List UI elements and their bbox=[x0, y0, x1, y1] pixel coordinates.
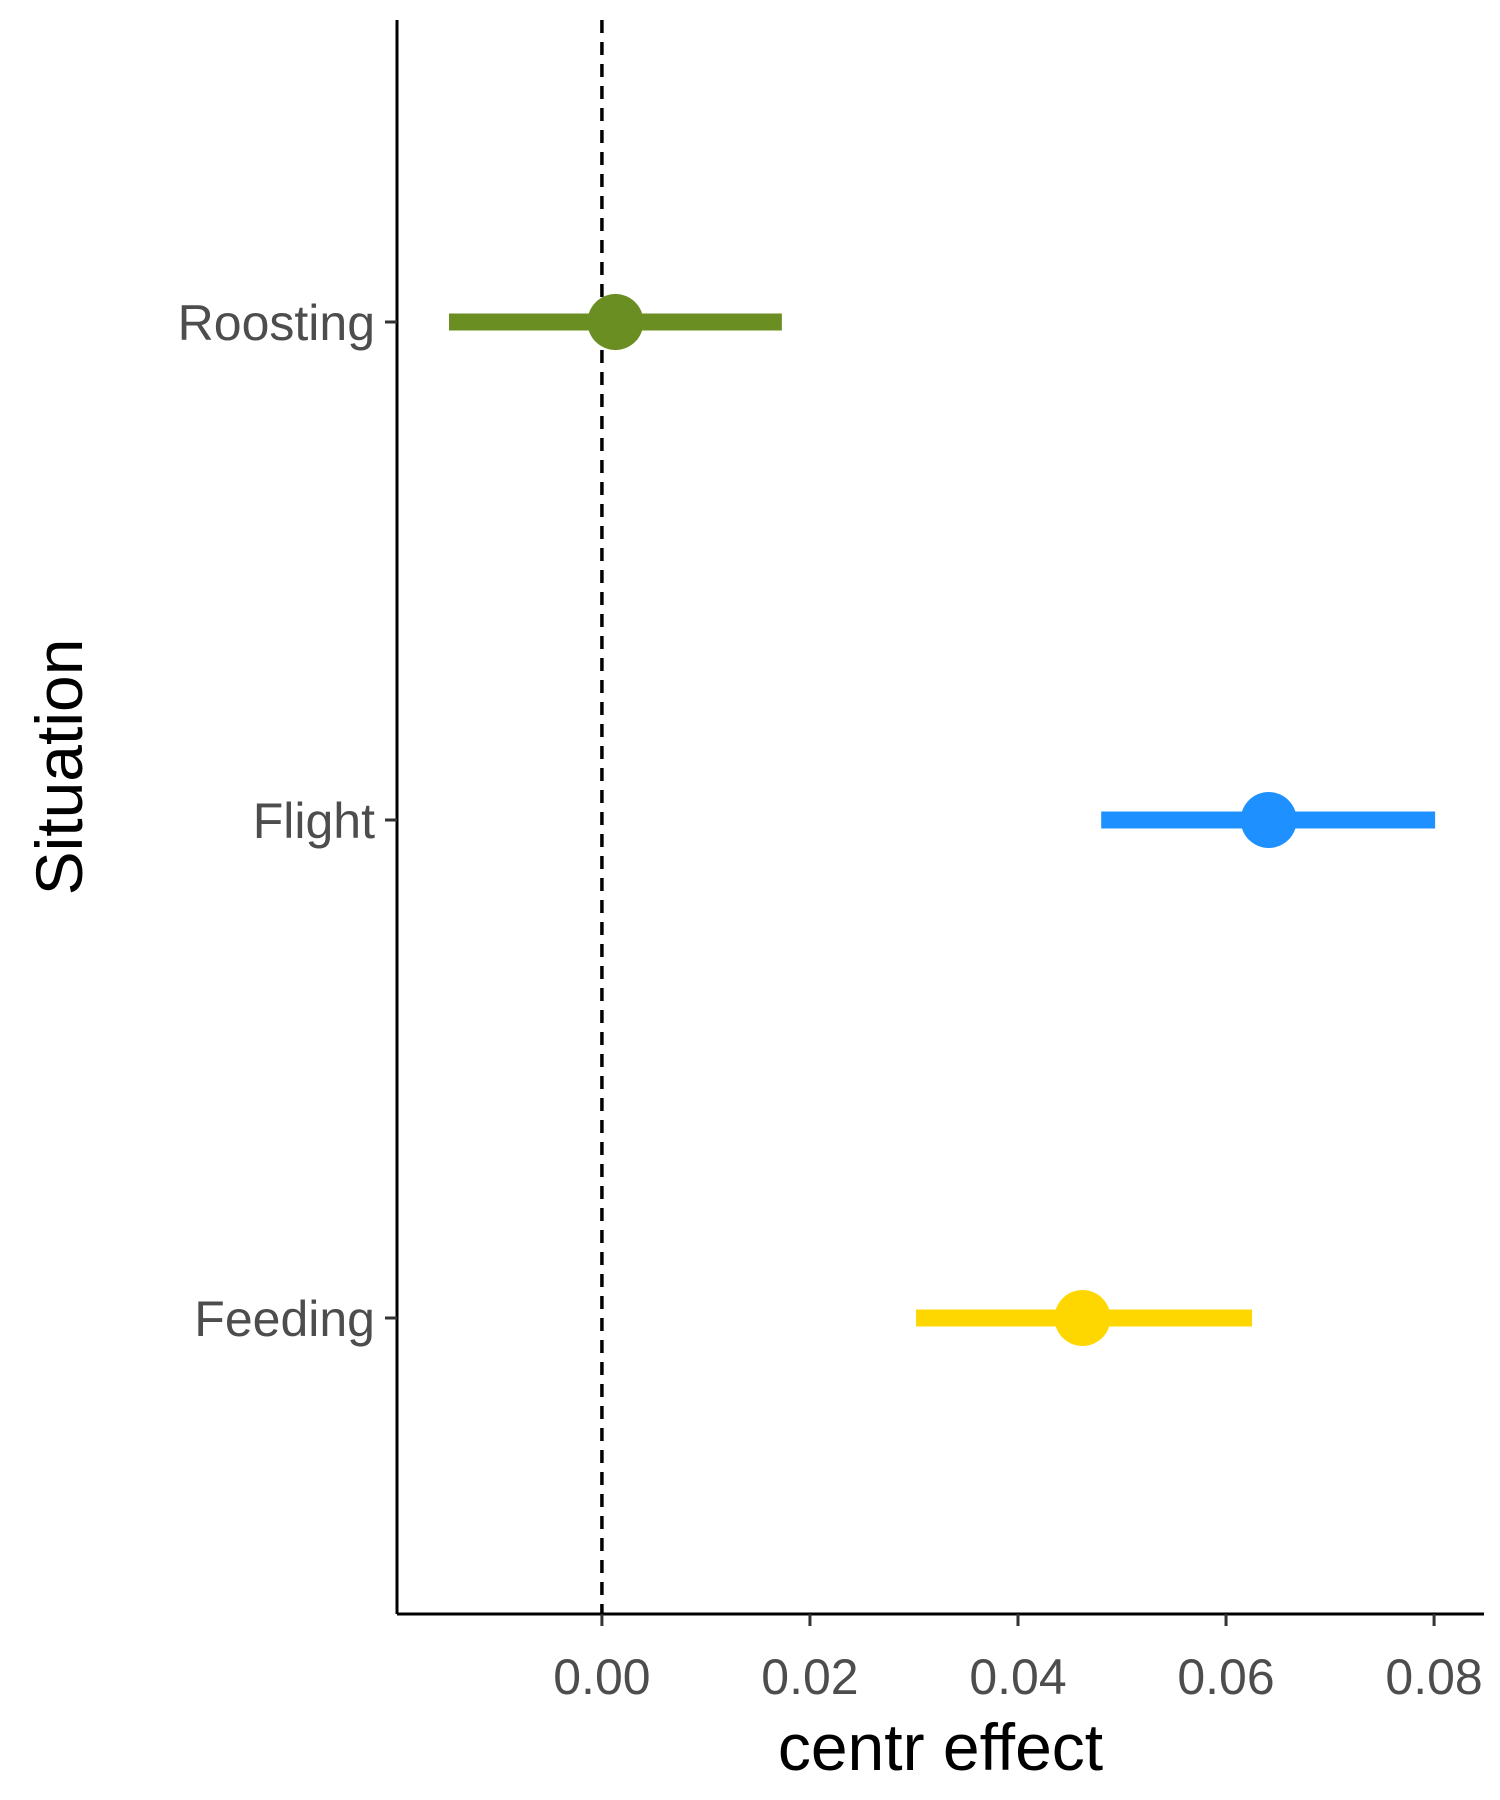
y-axis-ticks: Roosting Flight Feeding bbox=[178, 295, 397, 1347]
x-tick-label: 0.00 bbox=[553, 1649, 650, 1705]
x-tick-label: 0.08 bbox=[1385, 1649, 1482, 1705]
x-axis-title: centr effect bbox=[778, 1710, 1103, 1784]
x-tick-label: 0.06 bbox=[1177, 1649, 1274, 1705]
y-tick-label-flight: Flight bbox=[253, 793, 375, 849]
point-feeding bbox=[1054, 1290, 1111, 1346]
y-tick-label-feeding: Feeding bbox=[194, 1291, 375, 1347]
y-axis-title: Situation bbox=[22, 639, 96, 896]
y-tick-label-roosting: Roosting bbox=[178, 295, 375, 351]
point-flight bbox=[1240, 792, 1297, 848]
x-axis-ticks: 0.00 0.02 0.04 0.06 0.08 bbox=[553, 1614, 1483, 1705]
x-tick-label: 0.04 bbox=[969, 1649, 1066, 1705]
x-tick-label: 0.02 bbox=[761, 1649, 858, 1705]
plot-marks bbox=[449, 20, 1436, 1614]
point-roosting bbox=[587, 294, 644, 350]
